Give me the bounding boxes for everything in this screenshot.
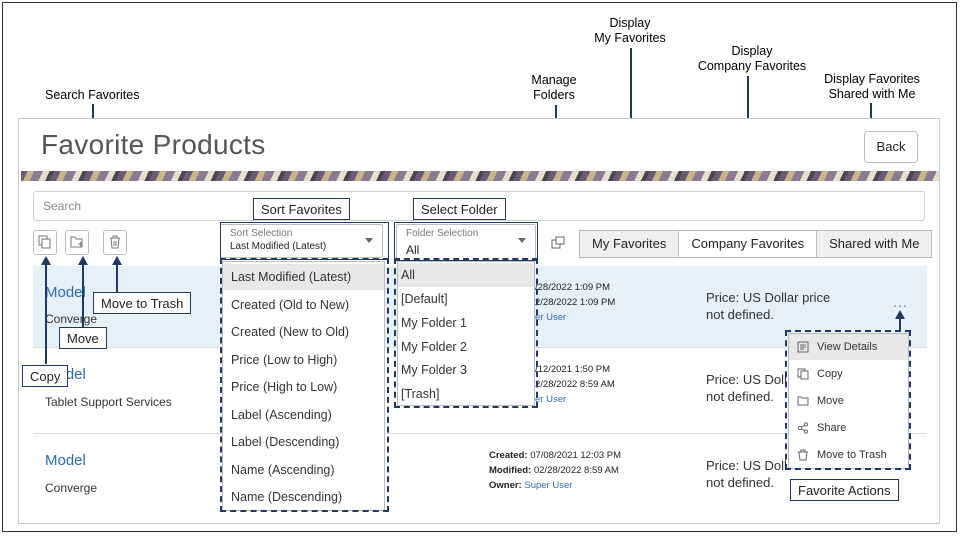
sort-option[interactable]: Created (New to Old) — [231, 325, 350, 339]
product-model-link[interactable]: Model — [45, 452, 86, 469]
annotation-line — [116, 258, 118, 294]
menu-item-move-to-trash[interactable]: Move to Trash — [789, 442, 908, 468]
product-name: Converge — [45, 312, 98, 326]
product-name: Converge — [45, 481, 98, 495]
move-button[interactable] — [65, 230, 89, 255]
annotation-line — [82, 258, 84, 328]
folder-dropdown: All [Default] My Folder 1 My Folder 2 My… — [397, 261, 535, 406]
sort-option[interactable]: Price (Low to High) — [231, 353, 338, 367]
product-dates: Created: 07/08/2021 12:03 PM Modified: 0… — [489, 450, 622, 491]
folder-select[interactable]: Folder Selection All — [396, 224, 536, 261]
sort-option[interactable]: Created (Old to New) — [231, 298, 350, 312]
annotation-manage-folders: Manage Folders — [531, 73, 577, 102]
product-price: Price: US Dollar price not defined. — [706, 290, 831, 322]
annotation-display-shared: Display Favorites Shared with Me — [824, 72, 920, 101]
menu-item-copy[interactable]: Copy — [789, 361, 908, 387]
product-price: Price: US Doll not defined. — [706, 458, 787, 490]
annotation-line — [899, 318, 901, 330]
decorative-banner — [21, 171, 939, 181]
sort-option[interactable]: Price (High to Low) — [231, 380, 338, 394]
annotation-arrow — [78, 256, 88, 265]
menu-item-view-details[interactable]: View Details — [789, 334, 908, 360]
back-button[interactable]: Back — [864, 131, 918, 163]
copy-button[interactable] — [33, 230, 57, 255]
annotation-favorite-actions: Favorite Actions — [790, 479, 899, 501]
move-icon — [70, 236, 83, 248]
copy-icon — [38, 235, 51, 249]
search-input[interactable]: Search — [33, 191, 925, 221]
tab-shared-with-me[interactable]: Shared with Me — [817, 231, 932, 257]
chevron-down-icon — [365, 238, 373, 243]
annotation-copy: Copy — [22, 365, 69, 387]
more-actions-icon[interactable]: ... — [893, 294, 908, 310]
sort-option[interactable]: Name (Ascending) — [231, 463, 335, 477]
sort-option[interactable]: Name (Descending) — [231, 490, 343, 504]
annotation-move: Move — [59, 327, 107, 349]
folder-option[interactable]: My Folder 1 — [401, 316, 467, 330]
move-icon — [797, 396, 809, 406]
manage-folders-button[interactable] — [551, 236, 565, 255]
table-row[interactable]: Model Tablet Support Services /12/2021 1… — [33, 348, 927, 434]
folder-select-highlight — [394, 222, 538, 261]
annotation-arrow — [112, 256, 122, 265]
annotation-arrow — [41, 256, 51, 265]
sort-option[interactable]: Last Modified (Latest) — [223, 264, 384, 290]
menu-item-share[interactable]: Share — [789, 415, 908, 441]
actions-menu-highlight — [785, 330, 911, 470]
chevron-down-icon — [518, 238, 526, 243]
folder-option[interactable]: My Folder 2 — [401, 340, 467, 354]
folder-option[interactable]: All — [398, 263, 534, 287]
sort-option[interactable]: Label (Descending) — [231, 435, 340, 449]
trash-button[interactable] — [103, 230, 127, 255]
page-title: Favorite Products — [41, 129, 266, 160]
sort-dropdown-highlight — [220, 258, 389, 512]
annotation-move-to-trash: Move to Trash — [93, 292, 192, 314]
manage-folders-icon — [551, 236, 565, 249]
folder-option[interactable]: [Default] — [401, 292, 448, 306]
folder-option[interactable]: [Trash] — [401, 387, 440, 401]
sort-option[interactable]: Label (Ascending) — [231, 408, 332, 422]
folder-option[interactable]: My Folder 3 — [401, 363, 467, 377]
product-dates: /28/2022 1:09 PM 2/28/2022 1:09 PM er Us… — [535, 282, 616, 323]
favorites-tabs: My Favorites Company Favorites Shared wi… — [579, 230, 933, 258]
product-name: Tablet Support Services — [45, 395, 172, 409]
trash-icon — [110, 235, 120, 249]
annotation-display-company-favorites: Display Company Favorites — [697, 44, 807, 73]
product-model-link[interactable]: Model — [45, 284, 86, 301]
tab-my-favorites[interactable]: My Favorites — [580, 231, 680, 257]
annotation-arrow — [895, 310, 905, 319]
annotation-line — [45, 258, 47, 364]
annotation-display-my-favorites: Display My Favorites — [594, 16, 666, 45]
favorite-actions-menu: View Details Copy Move Share Move to Tra… — [788, 333, 909, 469]
folder-dropdown-highlight — [394, 258, 538, 408]
sort-select-highlight — [220, 222, 389, 260]
tab-company-favorites[interactable]: Company Favorites — [679, 231, 818, 257]
table-row[interactable]: Model Converge Created: 07/08/2021 12:03… — [33, 434, 927, 522]
annotation-search-favorites: Search Favorites — [45, 88, 140, 102]
annotation-select-folder: Select Folder — [413, 198, 506, 220]
view-details-icon — [797, 341, 809, 353]
menu-item-move[interactable]: Move — [789, 388, 908, 414]
trash-icon — [798, 449, 808, 461]
product-price: Price: US Doll not defined. — [706, 372, 787, 404]
annotation-sort-favorites: Sort Favorites — [253, 198, 350, 220]
product-dates: /12/2021 1:50 PM 2/28/2022 8:59 AM er Us… — [535, 364, 615, 405]
sort-select[interactable]: Sort Selection Last Modified (Latest) — [220, 224, 383, 258]
share-icon — [797, 422, 809, 434]
sort-dropdown: Last Modified (Latest) Created (Old to N… — [222, 261, 385, 511]
copy-icon — [797, 368, 809, 380]
